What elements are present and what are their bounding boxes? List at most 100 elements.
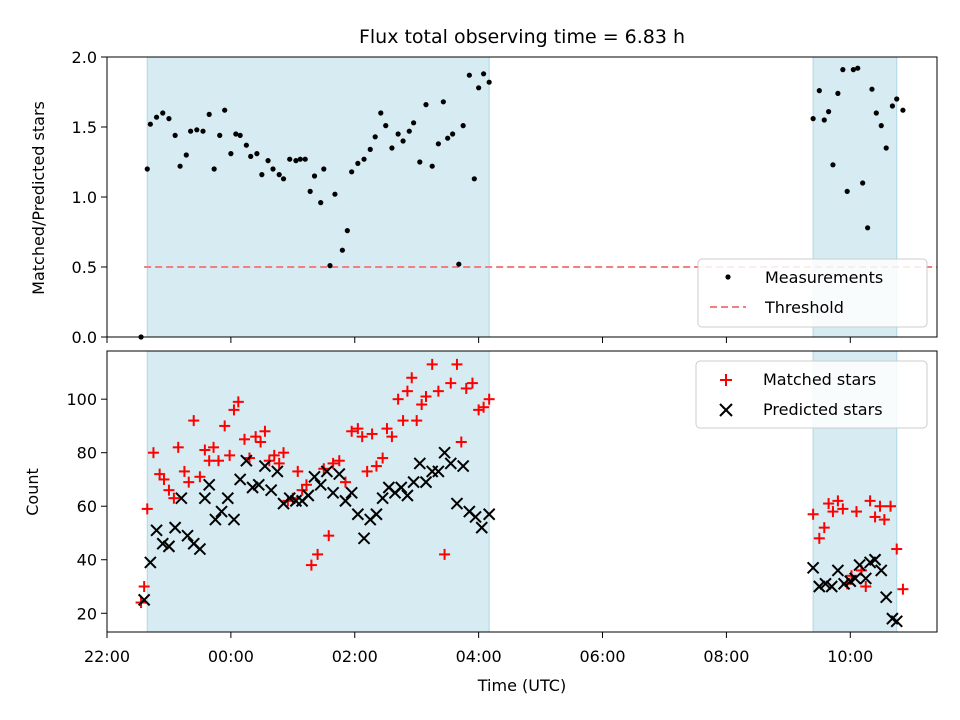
predicted-star-point (469, 510, 482, 524)
measurement-point (259, 172, 265, 178)
matched-star-point (439, 548, 451, 560)
bottom-panel: 20 40 60 80 100 22:00 00:00 02:00 04:00 06:00 08:… (23, 350, 938, 695)
predicted-star-point (326, 486, 340, 500)
predicted-star-point (168, 521, 182, 534)
predicted-star-point (227, 513, 241, 526)
matched-star-point (885, 500, 897, 512)
predicted-star-point (246, 481, 259, 494)
matched-star-point (411, 415, 423, 427)
matched-star-point (860, 581, 872, 593)
top-x-ticks (106, 337, 851, 343)
predicted-star-point (475, 521, 488, 534)
matched-star-point (366, 428, 378, 440)
matched-star-point (392, 393, 404, 405)
measurement-point (243, 142, 249, 148)
matched-star-point (178, 465, 190, 477)
measurement-point (344, 228, 350, 234)
predicted-star-point (215, 505, 228, 518)
measurement-point (355, 160, 361, 166)
matched-star-point (172, 441, 184, 453)
measurement-point (826, 109, 832, 115)
matched-star-point (158, 473, 170, 485)
measurement-point (276, 172, 282, 178)
matched-star-point (163, 484, 175, 496)
predicted-star-point (320, 465, 334, 478)
predicted-star-point (351, 508, 365, 521)
matched-star-point (312, 548, 324, 560)
matched-star-point (460, 382, 472, 394)
matched-star-point (352, 423, 364, 435)
matched-star-point (194, 471, 206, 483)
matched-star-point (813, 532, 825, 544)
matched-star-point (832, 495, 844, 507)
top-y-tick-label: 1.5 (72, 118, 97, 137)
measurement-point (183, 152, 189, 158)
matched-star-point (850, 506, 862, 518)
measurement-point (293, 158, 299, 164)
matched-star-point (370, 460, 382, 472)
chart-title: Flux total observing time = 6.83 h (359, 26, 685, 48)
matched-star-point (483, 393, 495, 405)
top-panel: 0.00.51.01.52.0 Matched/Predicted stars … (29, 48, 938, 347)
measurement-point (383, 123, 389, 129)
matched-star-point (203, 455, 215, 467)
matched-star-point (864, 495, 876, 507)
measurement-point (349, 169, 355, 175)
matched-star-point (323, 530, 335, 542)
measurement-point (160, 110, 166, 116)
predicted-star-point (150, 524, 163, 537)
matched-star-point (455, 436, 467, 448)
matched-star-point (219, 420, 231, 432)
top-shaded-interval-0 (146, 56, 490, 338)
matched-star-point (451, 358, 463, 370)
predicted-star-point (175, 491, 188, 505)
predicted-star-point (482, 508, 496, 521)
bottom-shaded-interval-0 (146, 350, 490, 633)
legend-label-matched: Matched stars (763, 370, 876, 389)
measurement-point (302, 156, 308, 162)
matched-star-point (138, 581, 150, 593)
predicted-star-point (193, 542, 207, 556)
matched-star-point (346, 425, 358, 437)
predicted-star-point (202, 478, 216, 492)
measurement-point (361, 156, 367, 162)
predicted-star-point (853, 558, 866, 572)
measurement-point (417, 159, 423, 165)
matched-star-point (361, 465, 373, 477)
predicted-star-point (198, 491, 212, 505)
measurement-point (810, 116, 816, 122)
matched-star-point (239, 433, 251, 445)
matched-star-point (300, 479, 312, 491)
matched-star-point (401, 385, 413, 397)
predicted-star-point (875, 564, 888, 577)
top-legend: Measurements Threshold (697, 258, 928, 328)
matched-star-point (878, 514, 890, 526)
predicted-star-point (271, 465, 284, 478)
matched-star-point (397, 415, 409, 427)
matched-star-point (212, 455, 224, 467)
matched-star-point (406, 372, 418, 384)
predicted-star-point (432, 465, 445, 478)
legend-marker-predicted (719, 403, 733, 417)
measurement-point (211, 166, 217, 172)
measurement-point (445, 135, 451, 141)
matched-star-point (259, 425, 271, 437)
matched-star-point (478, 401, 490, 413)
matched-star-point (199, 444, 211, 456)
top-axes-frame (106, 56, 938, 338)
measurement-point (237, 132, 243, 138)
predicted-star-point (233, 473, 247, 486)
predicted-star-point (849, 572, 862, 585)
predicted-star-point (407, 475, 420, 489)
measurement-point (177, 163, 183, 169)
matched-star-point (891, 543, 903, 555)
bottom-y-tick-label: 20 (77, 604, 97, 623)
matched-star-point (897, 583, 909, 595)
measurement-point (270, 166, 276, 172)
measurement-point (378, 110, 384, 116)
matched-star-point (278, 447, 290, 459)
matched-star-point (147, 447, 159, 459)
matched-star-point (869, 511, 881, 523)
bottom-y-tick-label: 100 (66, 390, 97, 409)
